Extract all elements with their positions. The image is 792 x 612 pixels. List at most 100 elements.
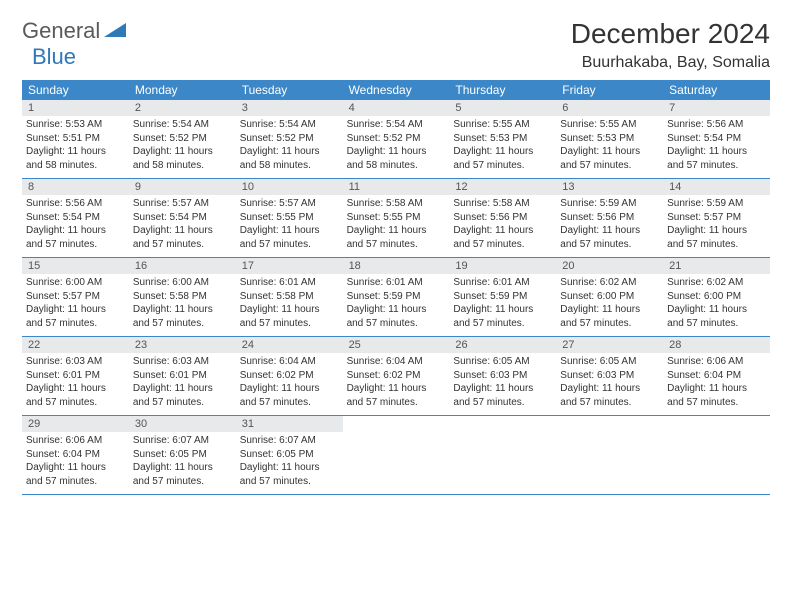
sunrise-line: Sunrise: 6:03 AM <box>26 355 125 369</box>
day-number: 25 <box>343 337 450 353</box>
calendar-cell: 7Sunrise: 5:56 AMSunset: 5:54 PMDaylight… <box>663 100 770 178</box>
daylight-line: Daylight: 11 hours and 57 minutes. <box>560 224 659 251</box>
daylight-line: Daylight: 11 hours and 58 minutes. <box>240 145 339 172</box>
calendar-cell: 6Sunrise: 5:55 AMSunset: 5:53 PMDaylight… <box>556 100 663 178</box>
sunrise-line: Sunrise: 6:00 AM <box>26 276 125 290</box>
location: Buurhakaba, Bay, Somalia <box>571 54 770 72</box>
daylight-line: Daylight: 11 hours and 57 minutes. <box>667 303 766 330</box>
calendar-cell: 17Sunrise: 6:01 AMSunset: 5:58 PMDayligh… <box>236 258 343 336</box>
sunset-line: Sunset: 6:04 PM <box>26 448 125 462</box>
sunset-line: Sunset: 5:54 PM <box>26 211 125 225</box>
sunrise-line: Sunrise: 6:07 AM <box>133 434 232 448</box>
sunrise-line: Sunrise: 5:56 AM <box>26 197 125 211</box>
calendar: SundayMondayTuesdayWednesdayThursdayFrid… <box>22 80 770 495</box>
sunset-line: Sunset: 5:59 PM <box>347 290 446 304</box>
sunrise-line: Sunrise: 5:54 AM <box>347 118 446 132</box>
calendar-cell: 19Sunrise: 6:01 AMSunset: 5:59 PMDayligh… <box>449 258 556 336</box>
sunset-line: Sunset: 6:04 PM <box>667 369 766 383</box>
sunrise-line: Sunrise: 5:55 AM <box>453 118 552 132</box>
day-header-cell: Monday <box>129 80 236 100</box>
sunset-line: Sunset: 6:03 PM <box>560 369 659 383</box>
day-number: 29 <box>22 416 129 432</box>
sunset-line: Sunset: 6:05 PM <box>133 448 232 462</box>
day-body: Sunrise: 6:06 AMSunset: 6:04 PMDaylight:… <box>22 432 129 492</box>
day-number: 31 <box>236 416 343 432</box>
week-row: 15Sunrise: 6:00 AMSunset: 5:57 PMDayligh… <box>22 258 770 337</box>
day-body: Sunrise: 6:06 AMSunset: 6:04 PMDaylight:… <box>663 353 770 413</box>
day-number: 11 <box>343 179 450 195</box>
sunrise-line: Sunrise: 6:03 AM <box>133 355 232 369</box>
day-body: Sunrise: 6:03 AMSunset: 6:01 PMDaylight:… <box>129 353 236 413</box>
day-body: Sunrise: 5:54 AMSunset: 5:52 PMDaylight:… <box>343 116 450 176</box>
sunrise-line: Sunrise: 6:06 AM <box>26 434 125 448</box>
day-number: 7 <box>663 100 770 116</box>
daylight-line: Daylight: 11 hours and 57 minutes. <box>453 382 552 409</box>
day-body: Sunrise: 5:58 AMSunset: 5:55 PMDaylight:… <box>343 195 450 255</box>
sunset-line: Sunset: 5:56 PM <box>453 211 552 225</box>
day-body: Sunrise: 5:53 AMSunset: 5:51 PMDaylight:… <box>22 116 129 176</box>
week-row: 1Sunrise: 5:53 AMSunset: 5:51 PMDaylight… <box>22 100 770 179</box>
daylight-line: Daylight: 11 hours and 57 minutes. <box>667 382 766 409</box>
day-header-row: SundayMondayTuesdayWednesdayThursdayFrid… <box>22 80 770 100</box>
day-number: 16 <box>129 258 236 274</box>
calendar-cell: 21Sunrise: 6:02 AMSunset: 6:00 PMDayligh… <box>663 258 770 336</box>
daylight-line: Daylight: 11 hours and 57 minutes. <box>347 303 446 330</box>
day-number: 10 <box>236 179 343 195</box>
sunrise-line: Sunrise: 6:01 AM <box>347 276 446 290</box>
daylight-line: Daylight: 11 hours and 57 minutes. <box>240 461 339 488</box>
sunset-line: Sunset: 6:01 PM <box>26 369 125 383</box>
logo-triangle-icon <box>104 21 126 42</box>
day-header-cell: Thursday <box>449 80 556 100</box>
day-body: Sunrise: 6:00 AMSunset: 5:58 PMDaylight:… <box>129 274 236 334</box>
calendar-cell: 4Sunrise: 5:54 AMSunset: 5:52 PMDaylight… <box>343 100 450 178</box>
calendar-cell: 18Sunrise: 6:01 AMSunset: 5:59 PMDayligh… <box>343 258 450 336</box>
sunrise-line: Sunrise: 6:07 AM <box>240 434 339 448</box>
day-number: 9 <box>129 179 236 195</box>
sunrise-line: Sunrise: 5:55 AM <box>560 118 659 132</box>
calendar-cell: 13Sunrise: 5:59 AMSunset: 5:56 PMDayligh… <box>556 179 663 257</box>
day-number: 28 <box>663 337 770 353</box>
sunset-line: Sunset: 6:00 PM <box>667 290 766 304</box>
daylight-line: Daylight: 11 hours and 57 minutes. <box>453 303 552 330</box>
day-body: Sunrise: 5:57 AMSunset: 5:54 PMDaylight:… <box>129 195 236 255</box>
sunrise-line: Sunrise: 5:56 AM <box>667 118 766 132</box>
sunset-line: Sunset: 5:52 PM <box>240 132 339 146</box>
sunrise-line: Sunrise: 5:58 AM <box>453 197 552 211</box>
header: General Blue December 2024 Buurhakaba, B… <box>22 18 770 72</box>
sunrise-line: Sunrise: 5:58 AM <box>347 197 446 211</box>
day-header-cell: Saturday <box>663 80 770 100</box>
calendar-cell <box>449 416 556 494</box>
daylight-line: Daylight: 11 hours and 57 minutes. <box>347 382 446 409</box>
day-body: Sunrise: 5:58 AMSunset: 5:56 PMDaylight:… <box>449 195 556 255</box>
title-block: December 2024 Buurhakaba, Bay, Somalia <box>571 18 770 72</box>
month-title: December 2024 <box>571 18 770 50</box>
daylight-line: Daylight: 11 hours and 57 minutes. <box>560 382 659 409</box>
sunset-line: Sunset: 5:54 PM <box>133 211 232 225</box>
sunset-line: Sunset: 5:52 PM <box>133 132 232 146</box>
day-number: 23 <box>129 337 236 353</box>
day-body: Sunrise: 5:55 AMSunset: 5:53 PMDaylight:… <box>449 116 556 176</box>
sunset-line: Sunset: 5:51 PM <box>26 132 125 146</box>
calendar-cell: 10Sunrise: 5:57 AMSunset: 5:55 PMDayligh… <box>236 179 343 257</box>
day-body: Sunrise: 5:54 AMSunset: 5:52 PMDaylight:… <box>236 116 343 176</box>
daylight-line: Daylight: 11 hours and 57 minutes. <box>560 303 659 330</box>
day-number: 27 <box>556 337 663 353</box>
sunset-line: Sunset: 5:55 PM <box>240 211 339 225</box>
calendar-cell <box>663 416 770 494</box>
day-body: Sunrise: 6:07 AMSunset: 6:05 PMDaylight:… <box>129 432 236 492</box>
daylight-line: Daylight: 11 hours and 57 minutes. <box>667 145 766 172</box>
day-number: 19 <box>449 258 556 274</box>
day-number: 21 <box>663 258 770 274</box>
sunrise-line: Sunrise: 6:01 AM <box>453 276 552 290</box>
day-body: Sunrise: 6:04 AMSunset: 6:02 PMDaylight:… <box>236 353 343 413</box>
calendar-cell: 29Sunrise: 6:06 AMSunset: 6:04 PMDayligh… <box>22 416 129 494</box>
day-number: 30 <box>129 416 236 432</box>
day-body: Sunrise: 6:05 AMSunset: 6:03 PMDaylight:… <box>556 353 663 413</box>
daylight-line: Daylight: 11 hours and 57 minutes. <box>667 224 766 251</box>
day-body: Sunrise: 6:01 AMSunset: 5:59 PMDaylight:… <box>343 274 450 334</box>
calendar-cell: 24Sunrise: 6:04 AMSunset: 6:02 PMDayligh… <box>236 337 343 415</box>
daylight-line: Daylight: 11 hours and 57 minutes. <box>240 382 339 409</box>
day-number: 1 <box>22 100 129 116</box>
calendar-cell: 31 Sunrise: 6:07 AMSunset: 6:05 PMDayligh… <box>236 416 343 494</box>
sunset-line: Sunset: 6:05 PM <box>240 448 339 462</box>
